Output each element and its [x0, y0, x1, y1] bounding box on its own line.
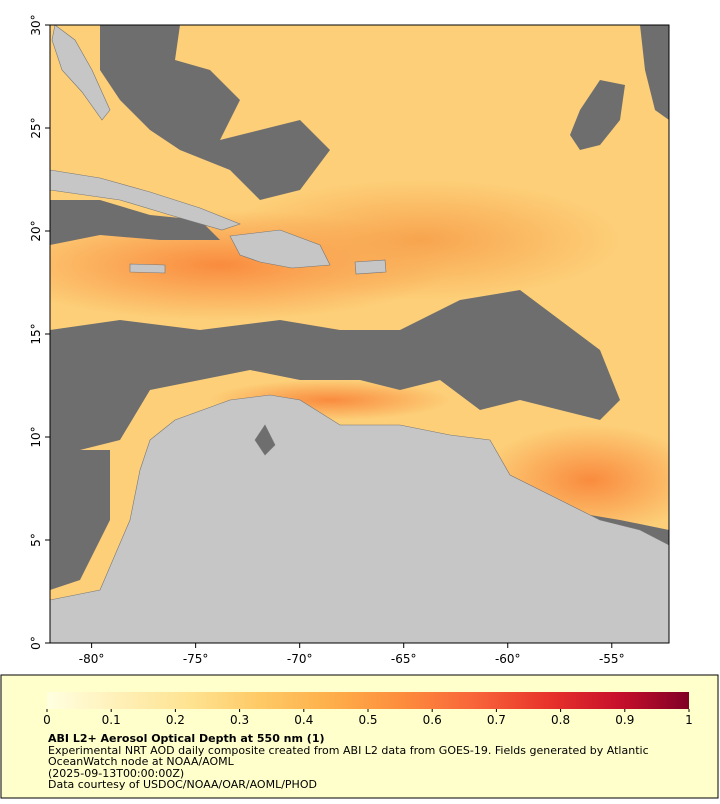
- colorbar-tick-label: 0.9: [615, 713, 634, 727]
- colorbar: [47, 692, 689, 709]
- x-tick-label: -65°: [391, 652, 417, 666]
- y-tick-label: 0°: [29, 636, 43, 650]
- cuba: [50, 169, 241, 231]
- caption-title: ABI L2+ Aerosol Optical Depth at 550 nm …: [48, 732, 325, 745]
- hispaniola: [229, 229, 331, 269]
- x-tick-label: -75°: [183, 652, 209, 666]
- puerto-rico: [354, 259, 387, 275]
- colorbar-tick-label: 1: [685, 713, 693, 727]
- cloud: [100, 25, 330, 200]
- caption-credit: Data courtesy of USDOC/NOAA/OAR/AOML/PHO…: [48, 778, 317, 791]
- cloud: [50, 200, 220, 245]
- y-tick-label: 25°: [29, 117, 43, 138]
- y-tick-label: 5°: [29, 533, 43, 547]
- x-tick-label: -60°: [495, 652, 521, 666]
- colorbar-tick-label: 0: [43, 713, 51, 727]
- cloud: [50, 450, 110, 590]
- cloud: [570, 80, 625, 150]
- colorbar-tick-label: 0.4: [294, 713, 313, 727]
- lake-maracaibo: [254, 424, 276, 456]
- y-tick-label: 20°: [29, 220, 43, 241]
- colorbar-tick-label: 0.7: [487, 713, 506, 727]
- y-tick-label: 15°: [29, 323, 43, 344]
- x-tick-label: -55°: [599, 652, 625, 666]
- colorbar-tick-label: 0.5: [358, 713, 377, 727]
- land: [50, 25, 669, 643]
- colorbar-tick-label: 0.2: [166, 713, 185, 727]
- jamaica: [129, 263, 166, 274]
- y-tick-label: 10°: [29, 426, 43, 447]
- cloud-mask: [50, 25, 669, 590]
- map: [50, 25, 669, 643]
- colorbar-tick-label: 0.3: [230, 713, 249, 727]
- florida: [51, 25, 111, 121]
- cloud: [640, 25, 669, 120]
- caption-time: (2025-09-13T00:00:00Z): [48, 766, 185, 780]
- colorbar-tick-label: 0.6: [423, 713, 442, 727]
- y-tick-label: 30°: [29, 14, 43, 35]
- aod-plume: [220, 180, 620, 300]
- x-tick-label: -80°: [79, 652, 105, 666]
- colorbar-tick-label: 0.8: [551, 713, 570, 727]
- x-tick-label: -70°: [287, 652, 313, 666]
- caption: ABI L2+ Aerosol Optical Depth at 550 nm …: [48, 733, 688, 791]
- caption-description: Experimental NRT AOD daily composite cre…: [48, 743, 649, 768]
- cloud: [50, 290, 620, 450]
- colorbar-tick-label: 0.1: [102, 713, 121, 727]
- south-america: [50, 394, 669, 643]
